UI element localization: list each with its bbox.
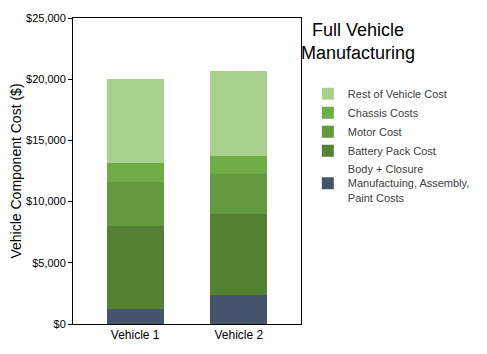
- svg-text:Vehicle Component Cost ($): Vehicle Component Cost ($): [8, 83, 24, 258]
- svg-text:Vehicle 1: Vehicle 1: [111, 328, 160, 342]
- svg-text:$0: $0: [54, 318, 66, 330]
- svg-text:$10,000: $10,000: [26, 195, 66, 207]
- svg-text:Body + ClosureManufactuing, As: Body + ClosureManufactuing, Assembly,Pai…: [348, 163, 469, 204]
- svg-text:Motor Cost: Motor Cost: [348, 126, 402, 138]
- svg-text:Full VehicleManufacturing: Full VehicleManufacturing: [301, 20, 415, 63]
- svg-text:$20,000: $20,000: [26, 73, 66, 85]
- svg-text:$5,000: $5,000: [32, 257, 66, 269]
- svg-text:$15,000: $15,000: [26, 134, 66, 146]
- svg-text:Rest of Vehicle Cost: Rest of Vehicle Cost: [348, 88, 447, 100]
- svg-text:$25,000: $25,000: [26, 12, 66, 24]
- svg-text:Chassis Costs: Chassis Costs: [348, 107, 419, 119]
- svg-text:Battery Pack Cost: Battery Pack Cost: [348, 145, 436, 157]
- svg-text:Vehicle 2: Vehicle 2: [214, 328, 263, 342]
